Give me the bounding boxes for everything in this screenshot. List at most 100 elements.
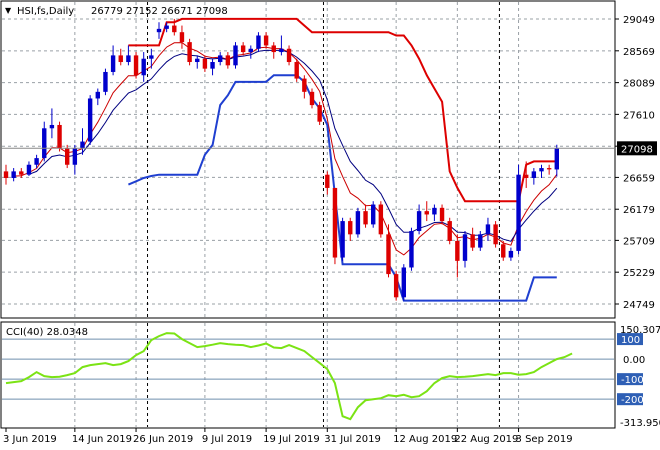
candle-body-up <box>248 48 253 53</box>
price-tick-label: 29049 <box>623 15 655 26</box>
slow-average-line <box>28 49 558 242</box>
candle-body-up <box>49 124 55 129</box>
candle-body-down <box>202 58 208 69</box>
cci-level-box <box>617 333 643 346</box>
cci-level-label: 0.00 <box>623 355 645 366</box>
candle-body-up <box>279 48 284 53</box>
price-panel-frame <box>0 0 616 319</box>
cci-level-label: -100 <box>621 375 644 386</box>
candle-body-up <box>516 174 521 251</box>
candlesticks <box>3 18 559 301</box>
price-axis: 2904928569280892761027130266592617925709… <box>2 15 657 311</box>
candle-body-down <box>19 171 24 175</box>
candle-body-up <box>462 234 468 261</box>
channel-upper-line <box>128 17 557 203</box>
candle-body-up <box>218 55 223 63</box>
candle-body-up <box>432 207 437 215</box>
candle-body-down <box>133 55 139 76</box>
candle-body-up <box>110 55 116 72</box>
candle-body-down <box>439 207 445 222</box>
candle-body-up <box>42 128 47 159</box>
candle-body-up <box>478 234 483 248</box>
cci-axis: 100 0.00 -100 -200 150.3071 -313.9504 <box>617 325 660 429</box>
candle-body-up <box>156 28 162 33</box>
candle-body-up <box>531 171 537 179</box>
ohlc-label: 26779 27152 26671 27098 <box>91 6 228 17</box>
date-tick-label: 14 Jun 2019 <box>72 434 132 445</box>
candle-body-down <box>455 240 460 261</box>
date-tick-label: 9 Jul 2019 <box>202 434 252 445</box>
candle-body-up <box>80 141 85 149</box>
symbol-arrow-icon: ▼ <box>5 6 12 15</box>
candle-body-down <box>179 32 185 43</box>
price-tick-label: 25229 <box>623 268 655 279</box>
cci-max-label: 150.3071 <box>620 325 660 336</box>
candle-body-up <box>11 171 16 179</box>
price-tick-label: 26179 <box>623 205 655 216</box>
candle-body-up <box>485 224 491 235</box>
candle-body-up <box>355 211 361 235</box>
cci-level-label: 100 <box>621 335 640 346</box>
candle-body-down <box>348 221 353 235</box>
candle-body-down <box>470 234 475 248</box>
candle-body-down <box>187 42 192 63</box>
current-price-box <box>617 141 657 156</box>
candle-body-down <box>3 171 9 179</box>
candle-body-down <box>363 211 368 225</box>
candle-body-down <box>325 174 330 188</box>
candle-body-up <box>95 91 100 99</box>
date-tick-label: 22 Aug 2019 <box>454 434 518 445</box>
channel-lower-line <box>128 74 557 302</box>
candle-body-up <box>416 211 422 232</box>
candle-body-up <box>371 204 376 225</box>
current-price-label: 27098 <box>621 144 653 155</box>
candle-body-up <box>233 45 238 66</box>
candle-body-down <box>546 168 552 170</box>
candle-body-up <box>539 168 544 172</box>
candle-body-down <box>447 221 452 241</box>
cci-grid <box>2 323 614 427</box>
price-tick-label: 28089 <box>623 79 655 90</box>
price-tick-label: 26659 <box>623 173 655 184</box>
candle-body-down <box>57 124 62 149</box>
candle-body-down <box>393 274 399 298</box>
candle-body-down <box>386 234 391 275</box>
cci-label: CCI(40) 28.0348 <box>6 327 88 338</box>
candle-body-down <box>240 45 246 53</box>
candle-body-up <box>195 58 200 63</box>
candle-body-up <box>164 25 169 29</box>
candle-body-down <box>501 244 506 258</box>
candle-body-down <box>263 35 269 46</box>
price-tick-label: 24749 <box>623 300 655 311</box>
session-breaks <box>147 2 500 427</box>
candle-body-up <box>26 164 32 175</box>
date-tick-label: 3 Jun 2019 <box>3 434 57 445</box>
candle-body-down <box>302 78 307 92</box>
candle-body-down <box>524 174 529 179</box>
date-tick-label: 3 Sep 2019 <box>516 434 573 445</box>
candle-body-up <box>34 158 39 165</box>
candle-body-down <box>317 105 322 122</box>
date-tick-label: 31 Jul 2019 <box>324 434 381 445</box>
candle-body-down <box>286 48 292 63</box>
cci-line <box>5 332 573 421</box>
date-tick-label: 19 Jul 2019 <box>263 434 320 445</box>
candle-body-down <box>378 204 384 235</box>
price-tick-label: 27610 <box>623 110 655 121</box>
candle-body-up <box>72 148 78 165</box>
candle-body-down <box>309 91 315 106</box>
cci-min-label: -313.9504 <box>620 418 660 429</box>
candle-body-up <box>340 221 345 258</box>
cci-panel-frame <box>0 321 616 429</box>
price-tick-label: 25709 <box>623 236 655 247</box>
candle-body-up <box>149 55 154 59</box>
candle-body-up <box>87 98 93 142</box>
candle-body-up <box>103 71 108 92</box>
date-tick-label: 12 Aug 2019 <box>393 434 457 445</box>
date-tick-label: 26 Jun 2019 <box>133 434 193 445</box>
candle-body-down <box>332 187 338 258</box>
candle-body-down <box>225 55 231 66</box>
candle-body-up <box>409 231 414 268</box>
candle-body-down <box>65 148 70 165</box>
